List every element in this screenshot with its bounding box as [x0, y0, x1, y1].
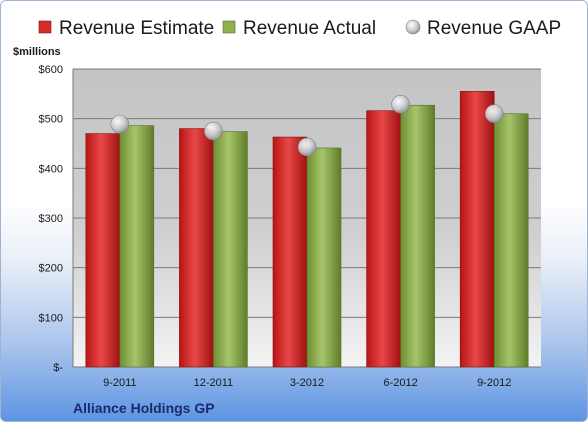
x-tick-label: 9-2012: [477, 377, 511, 389]
y-tick-label: $100: [39, 312, 63, 324]
marker-revenue-gaap: [110, 114, 130, 134]
bar-revenue-actual: [493, 113, 529, 368]
y-axis-unit-label: $millions: [13, 46, 61, 58]
y-tick-label: $500: [39, 114, 63, 126]
company-name-label: Alliance Holdings GP: [73, 400, 215, 416]
legend-label: Revenue Estimate: [59, 18, 214, 39]
y-tick-label: $400: [39, 163, 63, 175]
marker-revenue-gaap: [391, 94, 410, 114]
x-tick-label: 12-2011: [194, 377, 234, 389]
x-tick-label: 3-2012: [290, 377, 324, 389]
legend-swatch: [405, 19, 421, 35]
marker-revenue-gaap: [204, 121, 223, 141]
y-tick-label: $600: [39, 64, 63, 76]
y-tick-label: $200: [39, 263, 63, 275]
bar-revenue-actual: [213, 131, 248, 368]
x-tick-label: 9-2011: [103, 377, 136, 389]
bar-revenue-actual: [306, 147, 342, 368]
bar-revenue-estimate: [459, 91, 495, 368]
bar-revenue-actual: [119, 125, 155, 368]
bar-revenue-estimate: [179, 128, 214, 368]
bar-revenue-estimate: [366, 110, 401, 368]
legend-swatch: [38, 20, 52, 34]
y-tick-label: $-: [53, 362, 63, 374]
bar-revenue-estimate: [272, 136, 308, 368]
y-tick-label: $300: [39, 213, 63, 225]
legend-label: Revenue GAAP: [427, 18, 561, 39]
legend-label: Revenue Actual: [243, 18, 376, 39]
legend-swatch: [222, 20, 236, 34]
x-tick-label: 6-2012: [383, 377, 417, 389]
marker-revenue-gaap: [297, 137, 317, 157]
bar-revenue-actual: [400, 104, 435, 368]
bar-revenue-estimate: [85, 133, 121, 368]
marker-revenue-gaap: [484, 104, 504, 123]
